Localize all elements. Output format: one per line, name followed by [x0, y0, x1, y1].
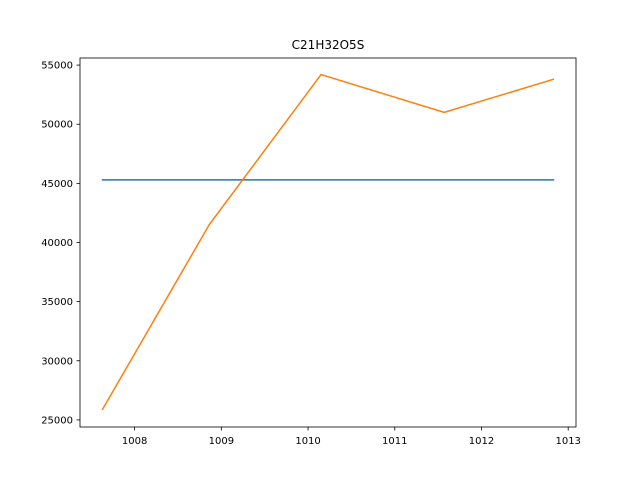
y-tick-label: 25000 [41, 415, 73, 426]
y-tick-label: 50000 [41, 120, 73, 131]
chart-title: C21H32O5S [292, 38, 365, 52]
x-tick-label: 1011 [382, 436, 407, 447]
x-tick-label: 1012 [469, 436, 494, 447]
x-tick-label: 1008 [122, 436, 147, 447]
x-tick-label: 1009 [209, 436, 234, 447]
y-tick-label: 40000 [41, 238, 73, 249]
axes-layer: 1008 1009 1010 1011 1012 1013 25000 30000 35000 4… [41, 57, 581, 447]
x-tick-label: 1010 [295, 436, 320, 447]
y-tick-label: 45000 [41, 179, 73, 190]
y-tick-label: 30000 [41, 356, 73, 367]
x-tick-label: 1013 [555, 436, 580, 447]
y-tick-label: 35000 [41, 297, 73, 308]
series-layer [101, 73, 555, 411]
y-tick-label: 55000 [41, 61, 73, 72]
